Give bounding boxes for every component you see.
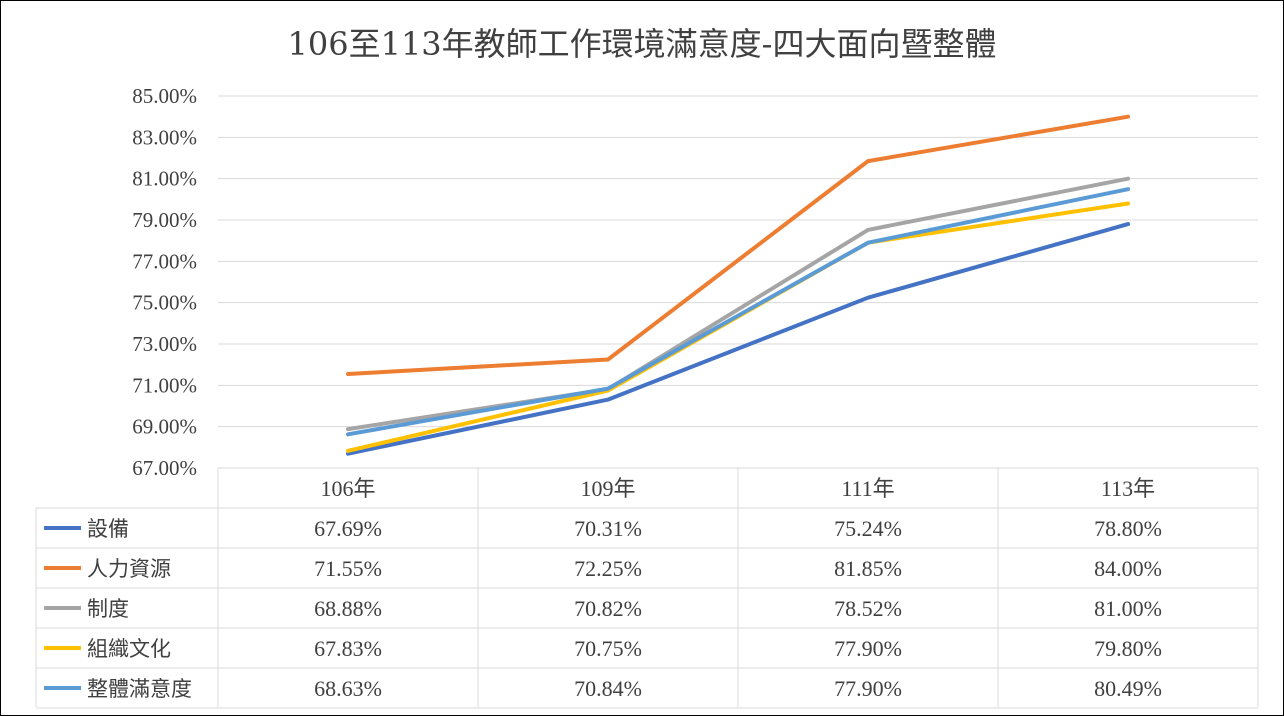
y-tick-label: 75.00% [132,291,197,315]
chart-title: 106至113年教師工作環境滿意度-四大面向暨整體 [288,25,997,63]
y-tick-label: 73.00% [132,332,197,356]
category-label: 111年 [841,476,894,501]
series-lines [346,114,1130,456]
data-label: 70.75% [574,636,642,661]
category-label: 106年 [320,476,375,501]
data-label: 70.31% [574,516,642,541]
y-axis-tick-labels: 67.00% 69.00% 71.00% 73.00% 75.00% 77.00% 79.0… [132,84,197,480]
y-tick-label: 79.00% [132,208,197,232]
y-tick-label: 81.00% [132,167,197,191]
legend-label: 組織文化 [87,637,171,661]
y-tick-label: 85.00% [132,84,197,108]
y-tick-label: 67.00% [132,456,197,480]
data-label: 79.80% [1094,636,1162,661]
data-label: 81.00% [1094,596,1162,621]
data-label: 67.69% [314,516,382,541]
data-label: 71.55% [314,556,382,581]
series-line-3 [346,176,1130,432]
data-label: 67.83% [314,636,382,661]
legend-label: 人力資源 [87,557,171,581]
data-label: 75.24% [834,516,902,541]
data-label: 77.90% [834,676,902,701]
series-line-5 [346,187,1130,437]
data-label: 78.52% [834,596,902,621]
data-label: 70.82% [574,596,642,621]
data-label: 68.88% [314,596,382,621]
data-label: 77.90% [834,636,902,661]
legend-label: 制度 [87,597,129,621]
gridlines [218,95,1258,469]
y-tick-label: 83.00% [132,125,197,149]
data-label: 81.85% [834,556,902,581]
series-line-2 [346,114,1130,376]
legend-label: 整體滿意度 [87,677,192,701]
data-label: 70.84% [574,676,642,701]
category-label: 113年 [1101,476,1155,501]
y-tick-label: 71.00% [132,373,197,397]
legend-label: 設備 [87,517,129,541]
data-label: 72.25% [574,556,642,581]
series-line-1 [346,222,1130,456]
data-label: 68.63% [314,676,382,701]
data-label: 78.80% [1094,516,1162,541]
y-tick-label: 69.00% [132,415,197,439]
category-label: 109年 [580,476,635,501]
data-label: 80.49% [1094,676,1162,701]
y-tick-label: 77.00% [132,249,197,273]
data-label: 84.00% [1094,556,1162,581]
